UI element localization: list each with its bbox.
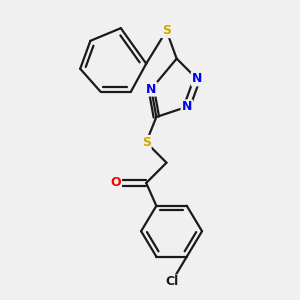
Text: N: N	[146, 82, 157, 96]
Text: S: S	[142, 136, 151, 149]
Text: N: N	[192, 72, 202, 86]
Text: S: S	[162, 24, 171, 37]
Text: N: N	[182, 100, 192, 113]
Text: Cl: Cl	[165, 275, 178, 289]
Text: O: O	[110, 176, 121, 190]
